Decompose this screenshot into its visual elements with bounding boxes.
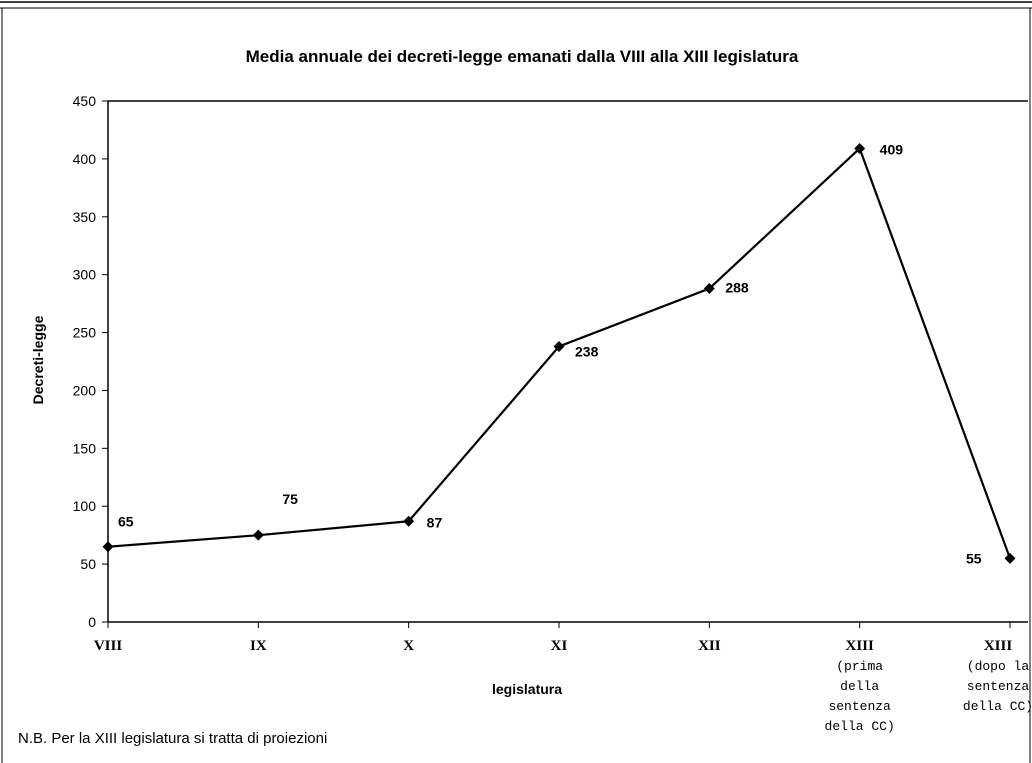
chart-title: Media annuale dei decreti-legge emanati … <box>246 47 799 66</box>
x-tick-label: IX <box>250 638 267 654</box>
y-tick-label: 300 <box>73 267 97 283</box>
y-tick-label: 350 <box>73 209 97 225</box>
data-point <box>854 142 866 154</box>
y-tick-label: 0 <box>88 614 96 630</box>
data-point <box>1004 552 1016 564</box>
data-label: 288 <box>725 280 749 296</box>
y-tick-label: 200 <box>73 382 97 398</box>
data-label: 75 <box>282 491 298 507</box>
data-point <box>252 529 264 541</box>
y-tick-label: 450 <box>73 93 97 109</box>
data-label: 409 <box>880 141 904 157</box>
x-tick-label: sentenza <box>828 699 891 714</box>
data-label: 55 <box>966 550 982 566</box>
x-tick-label: XIII <box>984 638 1013 654</box>
x-axis: VIII IX X XI XII XIII (prima della sentenza della… <box>94 621 1032 734</box>
x-tick-label: (prima <box>836 659 883 674</box>
data-point <box>703 283 715 295</box>
x-tick-label: sentenza <box>967 679 1030 694</box>
x-tick-label: della CC) <box>963 699 1032 714</box>
footnote: N.B. Per la XIII legislatura si tratta d… <box>18 730 327 747</box>
data-label: 238 <box>575 343 599 359</box>
x-axis-label: legislatura <box>492 681 562 697</box>
series-line <box>107 146 1012 559</box>
y-tick-label: 250 <box>73 325 97 341</box>
x-tick-label: XIII <box>845 638 874 654</box>
x-tick-label: XII <box>698 638 721 654</box>
y-tick-label: 400 <box>73 151 97 167</box>
y-tick-label: 50 <box>80 556 96 572</box>
data-label: 87 <box>427 514 443 530</box>
x-tick-label: X <box>403 638 414 654</box>
data-point <box>553 340 565 352</box>
y-tick-label: 150 <box>73 440 97 456</box>
x-tick-label: (dopo la <box>967 659 1030 674</box>
y-axis: 0 50 100 150 200 250 300 350 400 450 <box>73 93 109 630</box>
x-tick-label: della CC) <box>825 719 895 734</box>
x-tick-label: della <box>840 679 879 694</box>
x-tick-label: XI <box>551 638 568 654</box>
data-label: 65 <box>118 514 134 530</box>
plot-area: 65 75 87 238 288 409 55 <box>102 100 1028 566</box>
y-axis-label: Decreti-legge <box>30 315 46 404</box>
data-point <box>102 541 114 553</box>
y-tick-label: 100 <box>73 498 97 514</box>
data-point <box>403 515 415 527</box>
x-tick-label: VIII <box>94 638 123 654</box>
